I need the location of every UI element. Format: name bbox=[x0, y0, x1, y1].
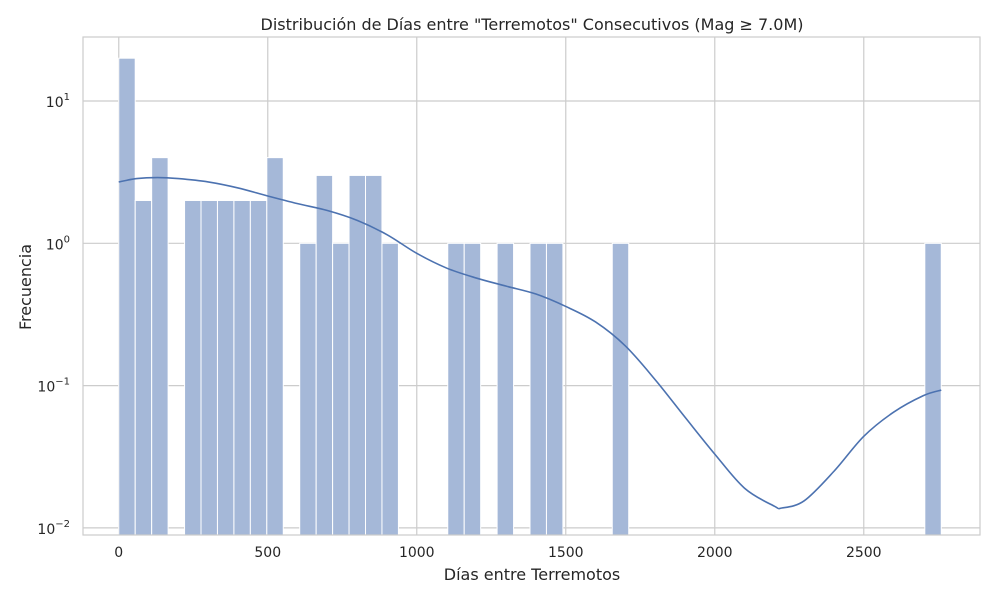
x-tick-label-5: 2500 bbox=[846, 545, 882, 561]
x-tick-label-4: 2000 bbox=[697, 545, 733, 561]
histogram-bar-14 bbox=[381, 242, 399, 536]
x-tick-label-3: 1500 bbox=[548, 545, 584, 561]
y-tick-exponent: −2 bbox=[55, 519, 70, 530]
histogram-bar-10 bbox=[315, 174, 334, 536]
y-tick-exponent: 1 bbox=[64, 92, 70, 103]
histogram-bar-13 bbox=[365, 174, 383, 536]
y-tick-exponent: 0 bbox=[64, 234, 70, 245]
y-tick-label-3: 101 bbox=[46, 92, 70, 111]
histogram-bar-6 bbox=[233, 199, 251, 536]
histogram-bar-0 bbox=[118, 57, 136, 536]
kde-curve bbox=[118, 176, 942, 510]
histogram-bar-15 bbox=[447, 242, 465, 536]
histogram-bar-16 bbox=[463, 242, 482, 536]
x-tick-labels: 0 500 1000 1500 2000 2500 bbox=[114, 545, 881, 561]
histogram-bars bbox=[118, 57, 942, 536]
histogram-bar-9 bbox=[299, 242, 317, 536]
x-tick-label-2: 1000 bbox=[399, 545, 435, 561]
x-axis-label: Días entre Terremotos bbox=[444, 565, 620, 584]
y-tick-exponent: −1 bbox=[55, 377, 70, 388]
x-tick-label-0: 0 bbox=[114, 545, 123, 561]
histogram-bar-3 bbox=[184, 199, 202, 536]
histogram-bar-5 bbox=[216, 199, 235, 536]
histogram-bar-2 bbox=[151, 157, 169, 536]
y-tick-label-0: 10−2 bbox=[37, 519, 70, 538]
y-tick-base: 10 bbox=[46, 237, 64, 253]
histogram-bar-1 bbox=[134, 199, 153, 536]
chart-title: Distribución de Días entre "Terremotos" … bbox=[261, 15, 804, 34]
histogram-bar-8 bbox=[266, 157, 284, 536]
histogram-bar-4 bbox=[200, 199, 218, 536]
histogram-bar-12 bbox=[348, 174, 367, 536]
y-tick-label-2: 100 bbox=[46, 234, 70, 253]
y-tick-label-1: 10−1 bbox=[37, 377, 70, 396]
histogram-bar-7 bbox=[249, 199, 268, 536]
y-axis-label: Frecuencia bbox=[16, 244, 35, 330]
y-tick-base: 10 bbox=[37, 522, 55, 538]
histogram-bar-19 bbox=[545, 242, 564, 536]
histogram-bar-20 bbox=[611, 242, 630, 536]
histogram-bar-18 bbox=[529, 242, 547, 536]
y-tick-base: 10 bbox=[46, 95, 64, 111]
histogram-bar-11 bbox=[332, 242, 350, 536]
y-tick-base: 10 bbox=[37, 380, 55, 396]
x-tick-label-1: 500 bbox=[254, 545, 281, 561]
histogram-bar-21 bbox=[924, 242, 942, 536]
axes-frame bbox=[82, 36, 981, 536]
plot-frame bbox=[82, 36, 981, 536]
